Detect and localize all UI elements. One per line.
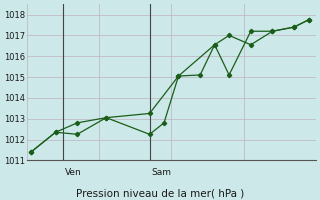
Text: Ven: Ven [64, 168, 81, 177]
Text: Pression niveau de la mer( hPa ): Pression niveau de la mer( hPa ) [76, 188, 244, 198]
Text: Sam: Sam [151, 168, 171, 177]
